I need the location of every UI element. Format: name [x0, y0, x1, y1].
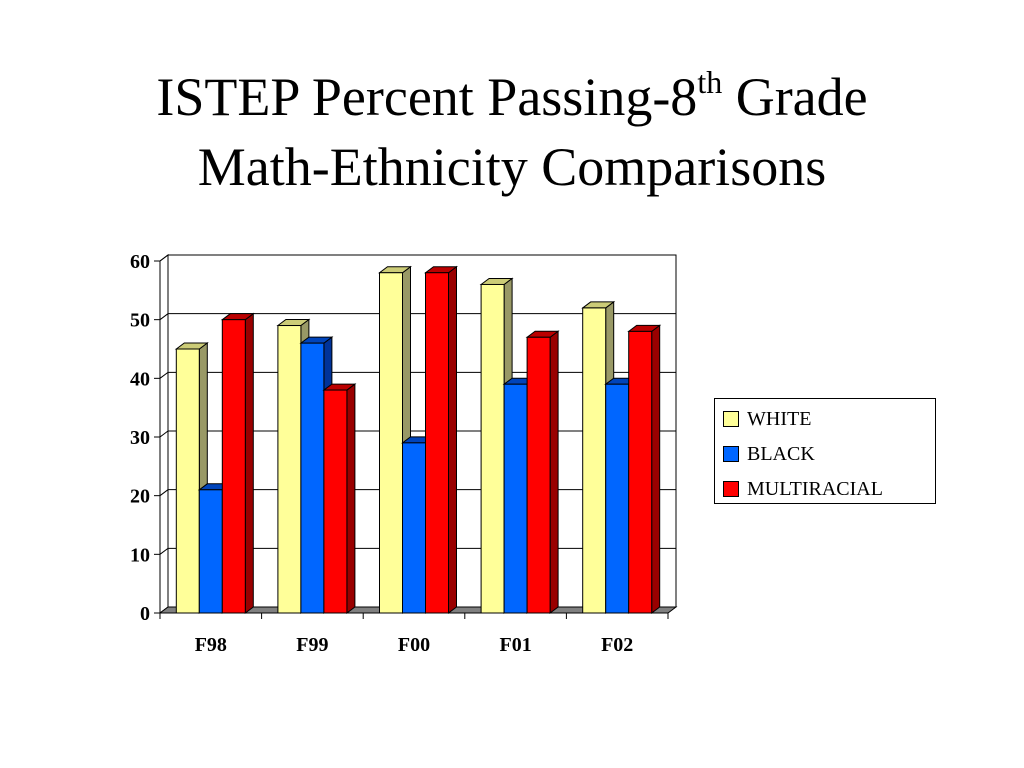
bar-multiracial-f99 — [323, 389, 348, 614]
legend-item-multiracial: MULTIRACIAL — [723, 477, 883, 501]
y-tick-label: 60 — [130, 251, 150, 273]
title-line1-main: ISTEP Percent Passing-8 — [156, 67, 698, 127]
legend-label-black: BLACK — [747, 442, 815, 465]
chart-legend: WHITE BLACK MULTIRACIAL — [714, 398, 936, 504]
bar-multiracial-f98 — [221, 319, 246, 614]
legend-swatch-white — [723, 411, 739, 427]
y-tick-label: 40 — [130, 368, 150, 390]
x-tick-label-f99: F99 — [296, 634, 328, 656]
bar-multiracial-f01 — [526, 336, 551, 614]
bar-multiracial-f00 — [425, 272, 449, 614]
y-tick-label: 50 — [130, 310, 150, 332]
y-tick-label: 20 — [130, 486, 150, 508]
legend-swatch-multiracial — [723, 481, 739, 497]
bar-multiracial-f02 — [628, 330, 653, 614]
x-tick-label-f01: F01 — [499, 634, 531, 656]
legend-label-multiracial: MULTIRACIAL — [747, 477, 883, 500]
y-tick-label: 10 — [130, 544, 150, 566]
legend-item-white: WHITE — [723, 407, 811, 431]
y-tick-label: 30 — [130, 427, 150, 449]
bar-black-f02 — [605, 383, 630, 614]
x-tick-label-f02: F02 — [601, 634, 633, 656]
bar-black-f00 — [402, 442, 426, 614]
y-tick-label: 0 — [140, 603, 150, 625]
x-tick-label-f00: F00 — [398, 634, 430, 656]
bar-multiracial-f98-side — [244, 312, 254, 614]
bar-multiracial-f01-side — [549, 330, 559, 614]
bar-white-f99 — [277, 325, 302, 614]
title-line1-superscript: th — [697, 64, 723, 100]
legend-swatch-black — [723, 446, 739, 462]
bar-black-f01 — [503, 383, 528, 614]
bar-white-f00 — [379, 272, 403, 614]
bar-white-f01 — [480, 283, 505, 614]
chart-title: ISTEP Percent Passing-8th Grade Math-Eth… — [0, 62, 1024, 202]
gridline — [159, 254, 676, 262]
bar-white-f02 — [582, 307, 607, 614]
legend-label-white: WHITE — [747, 407, 812, 430]
title-line2: Math-Ethnicity Comparisons — [197, 137, 827, 197]
x-tick-label-f98: F98 — [195, 634, 227, 656]
bar-black-f98 — [198, 489, 223, 614]
bar-multiracial-f99-side — [346, 383, 356, 614]
bar-white-f98 — [175, 348, 200, 614]
bar-multiracial-f00-side — [448, 265, 457, 614]
legend-item-black: BLACK — [723, 442, 815, 466]
bar-multiracial-f02-side — [651, 324, 661, 614]
bar-black-f99 — [300, 342, 325, 614]
title-line1-end: Grade — [722, 67, 868, 127]
